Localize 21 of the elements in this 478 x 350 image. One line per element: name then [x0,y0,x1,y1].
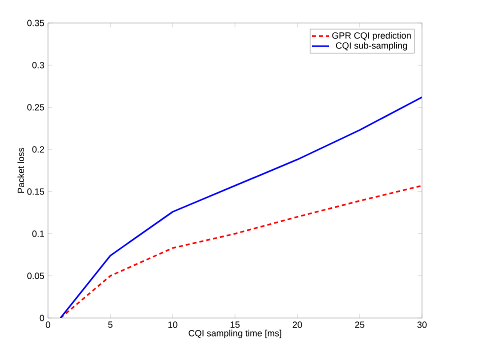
line-series [60,184,422,318]
y-tick-label: 0.2 [32,146,44,153]
x-tick-label: 15 [230,322,240,328]
legend-label: CQI sub-sampling [336,42,407,51]
y-tick-label: 0.15 [27,188,44,195]
y-tick-label: 0.35 [27,20,44,26]
y-axis-title: Packet loss [17,148,24,193]
line-series [60,96,422,318]
x-tick-label: 20 [292,322,302,328]
x-tick-label: 0 [46,322,50,328]
y-tick-label: 0.3 [32,62,44,68]
x-tick-label: 5 [108,322,112,328]
x-axis-title: CQI sampling time [ms] [188,330,282,338]
legend-label: GPR CQI prediction [332,32,411,40]
y-tick-label: 0.1 [32,230,44,237]
x-tick-label: 25 [355,322,364,328]
x-tick-label: 10 [168,322,178,328]
x-tick-label: 30 [417,322,427,328]
y-tick-label: 0 [40,314,44,322]
y-tick-label: 0.05 [27,272,44,280]
y-tick-label: 0.25 [27,104,44,110]
